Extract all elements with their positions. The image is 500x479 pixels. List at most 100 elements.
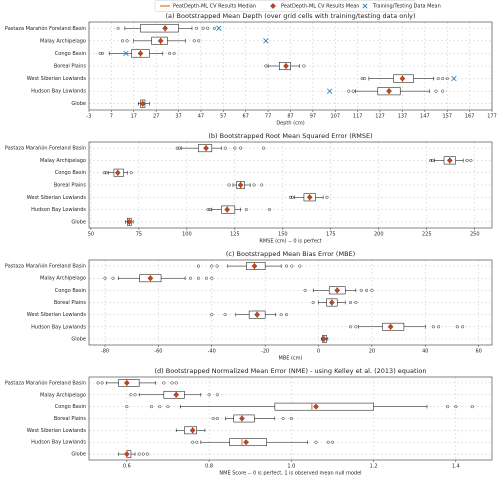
- x-tick-label: 1.4: [452, 464, 460, 470]
- mean-marker: [313, 403, 319, 410]
- y-tick-label: Globe: [71, 219, 86, 225]
- y-tick-label: Congo Basin: [55, 170, 86, 176]
- x-tick-label: 0: [317, 349, 320, 355]
- outlier: [260, 183, 264, 187]
- y-tick-label: Malay Archipelago: [40, 276, 86, 282]
- outlier: [326, 440, 330, 444]
- outlier: [446, 405, 450, 409]
- y-tick-label: Congo Basin: [55, 404, 86, 410]
- y-tick-label: Boreal Plains: [54, 64, 87, 70]
- outlier: [302, 64, 306, 68]
- outlier: [264, 64, 268, 68]
- x-tick-label: -40: [208, 349, 216, 355]
- legend-label: PeatDepth-ML CV Results Median: [173, 4, 256, 10]
- outlier: [431, 325, 435, 329]
- mean-marker: [239, 415, 245, 422]
- outlier: [284, 264, 288, 268]
- outlier: [210, 313, 214, 317]
- x-tick-label: 107: [331, 114, 341, 120]
- x-tick-label: 87: [287, 114, 293, 120]
- x-tick-label: 225: [422, 232, 432, 238]
- y-tick-label: Malay Archipelago: [40, 158, 86, 164]
- y-tick-label: Hudson Bay Lowlands: [31, 440, 86, 446]
- mean-marker: [139, 100, 146, 107]
- y-tick-label: Boreal Plains: [54, 183, 87, 189]
- panel: (a) Bootstrapped Mean Depth (over grid c…: [5, 12, 497, 127]
- outlier: [227, 183, 231, 187]
- outlier: [145, 452, 149, 456]
- outlier: [279, 313, 283, 317]
- outlier: [360, 77, 364, 81]
- x-tick-label: 47: [198, 114, 204, 120]
- outlier: [465, 158, 469, 162]
- outlier: [233, 146, 237, 150]
- training-mean: [326, 88, 333, 94]
- axes-frame: [88, 376, 493, 461]
- outlier: [349, 325, 353, 329]
- outlier: [215, 417, 219, 421]
- outlier: [365, 288, 369, 292]
- panel: (d) Bootstrapped Normalized Mean Error (…: [5, 367, 493, 477]
- outlier: [454, 405, 458, 409]
- y-tick-label: Boreal Plains: [54, 416, 87, 422]
- y-tick-label: Boreal Plains: [54, 300, 87, 306]
- mean-marker: [283, 63, 289, 69]
- outlier: [429, 158, 433, 162]
- mean-marker: [243, 439, 249, 446]
- outlier: [141, 452, 145, 456]
- outlier: [194, 26, 198, 30]
- outlier: [330, 440, 334, 444]
- x-tick-label: 27: [153, 114, 159, 120]
- outlier: [469, 158, 473, 162]
- legend-training-swatch: [362, 3, 368, 9]
- axes-frame: [88, 21, 493, 111]
- mean-marker: [137, 50, 144, 57]
- outlier: [162, 381, 166, 385]
- mean-marker: [162, 25, 168, 32]
- x-tick-label: 50: [88, 232, 94, 238]
- mean-marker: [386, 88, 392, 94]
- panel: (c) Bootstrapped Mean Bias Error (MBE) -8…: [5, 250, 493, 362]
- panel-title: (d) Bootstrapped Normalized Mean Error (…: [155, 367, 427, 375]
- x-tick-label: 67: [243, 114, 249, 120]
- outlier: [215, 393, 219, 397]
- x-tick-label: 75: [136, 232, 142, 238]
- x-tick-label: 147: [420, 114, 430, 120]
- training-mean: [216, 25, 222, 31]
- outlier: [100, 381, 104, 385]
- outlier: [133, 393, 137, 397]
- y-tick-label: West Siberian Lowlands: [27, 428, 87, 434]
- outlier: [206, 208, 210, 212]
- legend-label: Training/Testing Data Mean: [372, 4, 441, 10]
- outlier: [116, 26, 120, 30]
- x-tick-label: 40: [422, 349, 428, 355]
- y-tick-label: Malay Archipelago: [40, 38, 86, 44]
- x-tick-label: 17: [131, 114, 137, 120]
- outlier: [362, 77, 366, 81]
- x-tick-label: 177: [487, 114, 497, 120]
- outlier: [174, 381, 178, 385]
- x-tick-label: -60: [154, 349, 162, 355]
- mean-marker: [189, 427, 196, 434]
- x-axis-label: MBE (cm): [278, 356, 302, 362]
- mean-marker: [446, 157, 453, 164]
- y-tick-label: Pastaza Marañón Foreland Basin: [5, 145, 86, 152]
- outlier: [347, 89, 351, 93]
- x-axis-label: RMSE (cm) -- 0 is perfect: [259, 239, 321, 245]
- outlier: [470, 405, 474, 409]
- x-tick-label: 7: [110, 114, 113, 120]
- mean-marker: [321, 336, 327, 342]
- outlier: [96, 381, 100, 385]
- outlier: [281, 417, 285, 421]
- mean-marker: [329, 299, 335, 306]
- outlier: [158, 405, 162, 409]
- panel: (b) Bootstrapped Root Mean Squared Error…: [5, 132, 493, 245]
- outlier: [121, 39, 125, 43]
- outlier: [223, 146, 227, 150]
- mean-marker: [251, 263, 258, 269]
- outlier: [314, 440, 318, 444]
- x-tick-label: 37: [175, 114, 181, 120]
- y-tick-label: Hudson Bay Lowlands: [31, 207, 86, 213]
- outlier: [150, 405, 154, 409]
- outlier: [111, 276, 115, 280]
